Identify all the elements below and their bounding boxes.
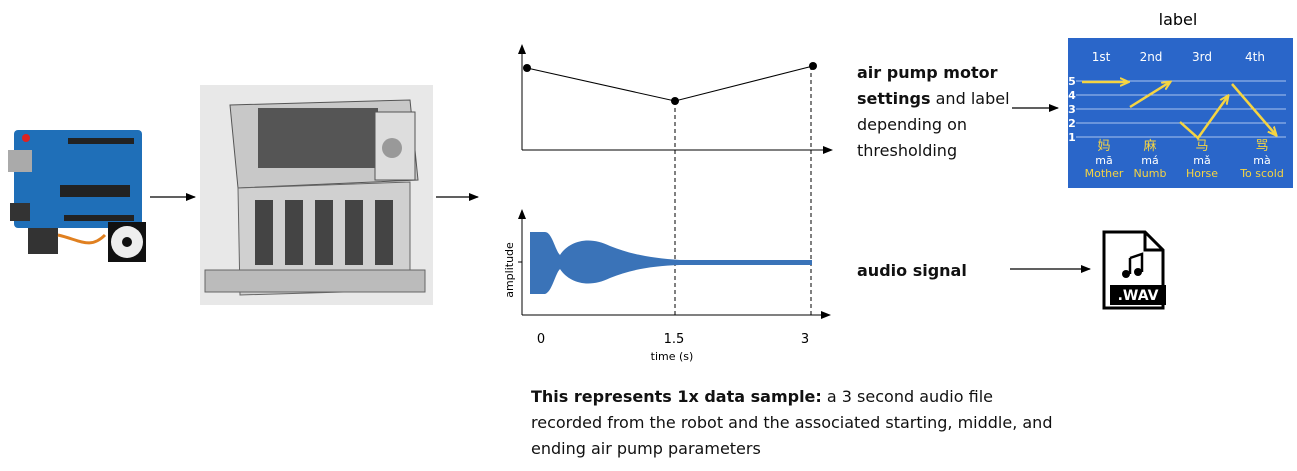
level-label: 4 <box>1068 89 1076 102</box>
arduino-illustration <box>8 130 146 262</box>
y-axis-label: amplitude <box>503 242 516 298</box>
x-tick-label: 3 <box>801 332 809 347</box>
robot-illustration <box>200 85 433 305</box>
pump-setting-line <box>526 65 814 102</box>
x-tick-label: 1.5 <box>664 332 685 347</box>
level-label: 2 <box>1068 117 1076 130</box>
caption-text: a 3 second audio file recorded from the … <box>531 387 1053 458</box>
level-label: 1 <box>1068 131 1076 144</box>
description-bold: air pump motor settings <box>857 63 998 108</box>
column-header: 4th <box>1245 50 1265 64</box>
x-axis-label: time (s) <box>651 350 694 363</box>
description-text: and label depending on thresholding <box>857 89 1010 160</box>
tone-arrow <box>1231 83 1276 135</box>
level-label: 5 <box>1068 75 1076 88</box>
pump-point <box>523 64 531 72</box>
tone-arrow <box>1179 96 1228 140</box>
word-meaning: Mother <box>1085 167 1124 180</box>
word-meaning: Horse <box>1186 167 1218 180</box>
level-label: 3 <box>1068 103 1076 116</box>
audio-waveform <box>530 232 812 294</box>
word-meaning: To scold <box>1239 167 1284 180</box>
panel-title: label <box>1159 10 1198 29</box>
pump-point <box>809 62 817 70</box>
word-character: 妈 <box>1097 139 1110 154</box>
audio-label: audio signal <box>857 261 967 280</box>
word-pinyin: mǎ <box>1193 154 1210 167</box>
word-character: 骂 <box>1255 139 1268 154</box>
word-pinyin: mā <box>1095 154 1112 167</box>
pump-description: air pump motor settings and label depend… <box>857 60 1017 164</box>
wav-file-icon: .WAV <box>1102 230 1166 310</box>
caption: This represents 1x data sample: a 3 seco… <box>531 384 1066 462</box>
word-pinyin: mà <box>1253 154 1270 167</box>
column-header: 2nd <box>1140 50 1163 64</box>
tone-arrow <box>1129 82 1170 109</box>
file-extension: .WAV <box>1118 288 1159 304</box>
caption-bold: This represents 1x data sample: <box>531 387 822 406</box>
word-pinyin: má <box>1141 154 1158 167</box>
x-tick-label: 0 <box>537 332 545 347</box>
word-character: 马 <box>1195 139 1208 154</box>
word-meaning: Numb <box>1134 167 1167 180</box>
word-character: 麻 <box>1143 139 1156 154</box>
column-header: 3rd <box>1192 50 1212 64</box>
column-header: 1st <box>1092 50 1111 64</box>
